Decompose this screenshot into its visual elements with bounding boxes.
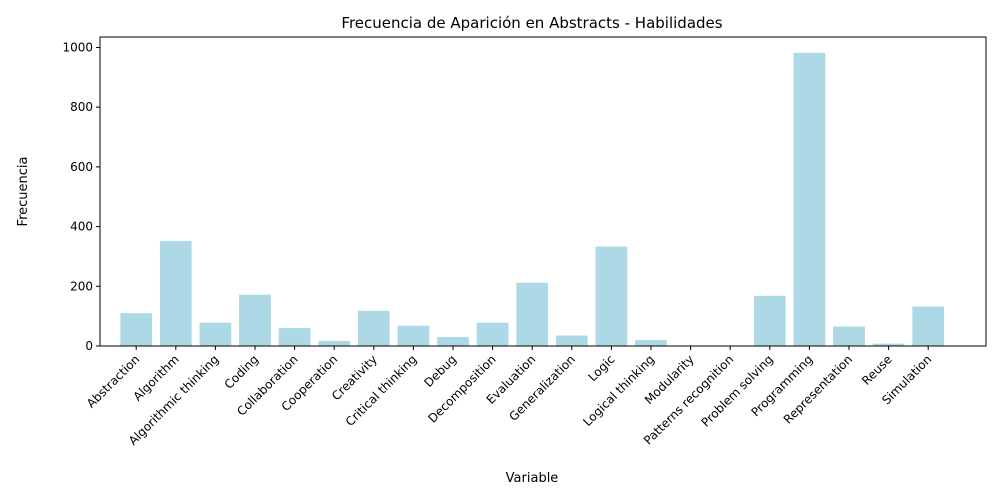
x-tick-label: Critical thinking	[343, 352, 420, 429]
y-tick-label: 600	[70, 160, 93, 174]
bar	[753, 295, 786, 346]
x-tick-label: Logic	[585, 352, 617, 384]
bar	[278, 328, 311, 346]
y-axis-label: Frecuencia	[16, 157, 31, 227]
x-tick-label: Logical thinking	[580, 352, 657, 429]
bar	[833, 326, 865, 346]
bar	[555, 335, 588, 346]
x-tick-label: Decomposition	[425, 352, 498, 425]
x-tick-label: Coding	[222, 352, 262, 392]
y-tick-label: 0	[85, 339, 93, 353]
bar	[120, 313, 153, 346]
plot-frame	[99, 36, 987, 347]
chart-title: Frecuencia de Aparición en Abstracts - H…	[341, 14, 722, 32]
bar	[397, 325, 430, 346]
bar	[912, 306, 945, 346]
bar	[516, 282, 549, 346]
x-tick-label: Representation	[781, 352, 855, 426]
bar	[199, 322, 232, 346]
bar	[476, 322, 509, 346]
bar	[437, 337, 469, 346]
y-tick-label: 400	[70, 220, 93, 234]
bar	[595, 246, 628, 346]
bars-group	[120, 52, 945, 346]
y-tick-label: 800	[70, 100, 93, 114]
bar	[872, 343, 905, 346]
y-tick-label: 200	[70, 279, 93, 293]
bar	[793, 52, 826, 346]
bar	[357, 310, 390, 346]
bar	[159, 240, 192, 346]
x-tick-label: Reuse	[859, 352, 895, 388]
y-axis: 0 200 400 600 800 1000	[62, 40, 100, 353]
y-tick-label: 1000	[62, 40, 93, 54]
x-tick-label: Abstraction	[84, 352, 142, 410]
bar	[318, 340, 351, 346]
x-tick-label: Problem solving	[699, 352, 776, 429]
x-axis-label: Variable	[506, 471, 559, 486]
x-tick-label: Debug	[421, 352, 459, 390]
bar	[635, 340, 667, 346]
bar	[239, 294, 271, 346]
